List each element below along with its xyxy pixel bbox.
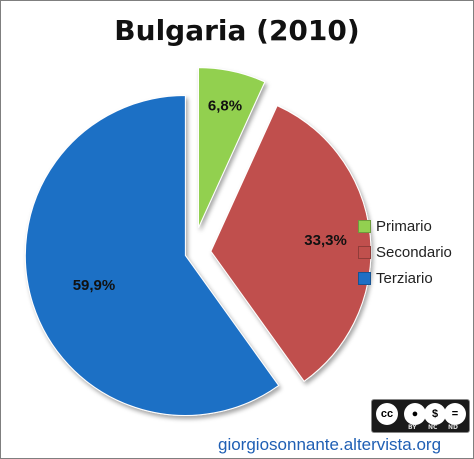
legend-item-secondario: Secondario [358, 239, 452, 265]
legend-swatch [358, 219, 371, 233]
cc-logo-icon: cc [376, 403, 398, 425]
legend-label: Secondario [376, 243, 452, 261]
slice-primario [198, 67, 266, 228]
slice-terziario [24, 94, 280, 416]
by-icon: ● [404, 403, 426, 425]
slice-label-secondario: 33,3% [304, 232, 347, 249]
legend-label: Primario [376, 217, 432, 235]
slice-secondario [210, 104, 372, 382]
nd-icon: = [444, 403, 466, 425]
slice-label-terziario: 59,9% [73, 277, 116, 294]
legend-item-primario: Primario [358, 213, 452, 239]
site-url-link[interactable]: giorgiosonnante.altervista.org [218, 435, 442, 454]
nc-icon: $ [424, 403, 446, 425]
legend-label: Terziario [376, 269, 433, 287]
slice-label-primario: 6,8% [208, 98, 242, 115]
legend-swatch [358, 245, 371, 259]
chart-title: Bulgaria (2010) [114, 14, 360, 47]
legend-swatch [358, 271, 371, 285]
cc-license-badge[interactable]: cc ● $ = BY NC ND [371, 399, 470, 433]
cc-by-label: BY [408, 424, 417, 431]
legend-item-terziario: Terziario [358, 265, 452, 291]
legend: Primario Secondario Terziario [358, 213, 452, 291]
cc-nd-label: ND [448, 424, 459, 431]
cc-nc-label: NC [428, 424, 438, 431]
